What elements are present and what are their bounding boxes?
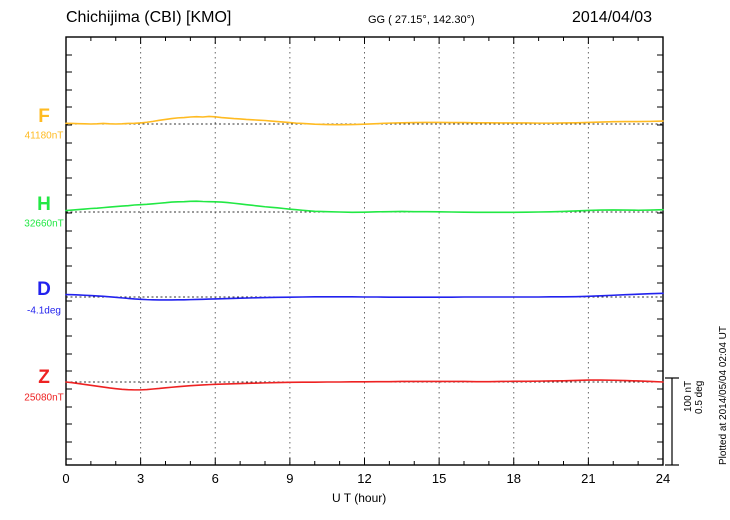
plot-frame — [65, 36, 664, 466]
trace-d — [65, 292, 664, 301]
trace-z — [65, 379, 664, 391]
component-baseline-d: -4.1deg — [27, 305, 61, 317]
x-tick-label: 12 — [357, 471, 372, 486]
observation-date: 2014/04/03 — [572, 9, 653, 26]
page-title: Chichijima (CBI) [KMO] — [66, 9, 232, 26]
scale-bar-label-deg: 0.5 deg — [694, 380, 705, 414]
component-baseline-f: 41180nT — [24, 130, 64, 142]
component-baseline-z: 25080nT — [24, 392, 64, 404]
x-tick-label: 9 — [286, 471, 294, 486]
component-label-z: Z — [38, 367, 50, 388]
x-tick-label: 24 — [655, 471, 671, 486]
x-axis-label: U T (hour) — [332, 491, 387, 505]
x-tick-label: 15 — [431, 471, 447, 486]
scale-bar-label-nt: 100 nT — [683, 380, 694, 412]
component-label-d: D — [37, 279, 51, 300]
grid-layer — [140, 37, 589, 465]
plot-border — [65, 36, 664, 466]
x-tick-label: 18 — [506, 471, 521, 486]
geographic-coordinates: GG ( 27.15°, 142.30°) — [368, 14, 475, 26]
scale-bar — [665, 377, 679, 466]
trace-layer — [65, 115, 664, 391]
x-tick-label: 3 — [137, 471, 145, 486]
x-tick-label: 6 — [211, 471, 219, 486]
trace-f — [65, 115, 664, 126]
component-label-f: F — [38, 106, 50, 127]
plotted-timestamp: Plotted at 2014/05/04 02:04 UT — [718, 326, 729, 465]
axis-ticks-layer — [65, 37, 664, 465]
x-tick-label: 0 — [62, 471, 70, 486]
component-baseline-h: 32660nT — [24, 218, 64, 230]
trace-h — [65, 200, 664, 214]
component-label-h: H — [37, 194, 51, 215]
x-tick-label: 21 — [581, 471, 596, 486]
